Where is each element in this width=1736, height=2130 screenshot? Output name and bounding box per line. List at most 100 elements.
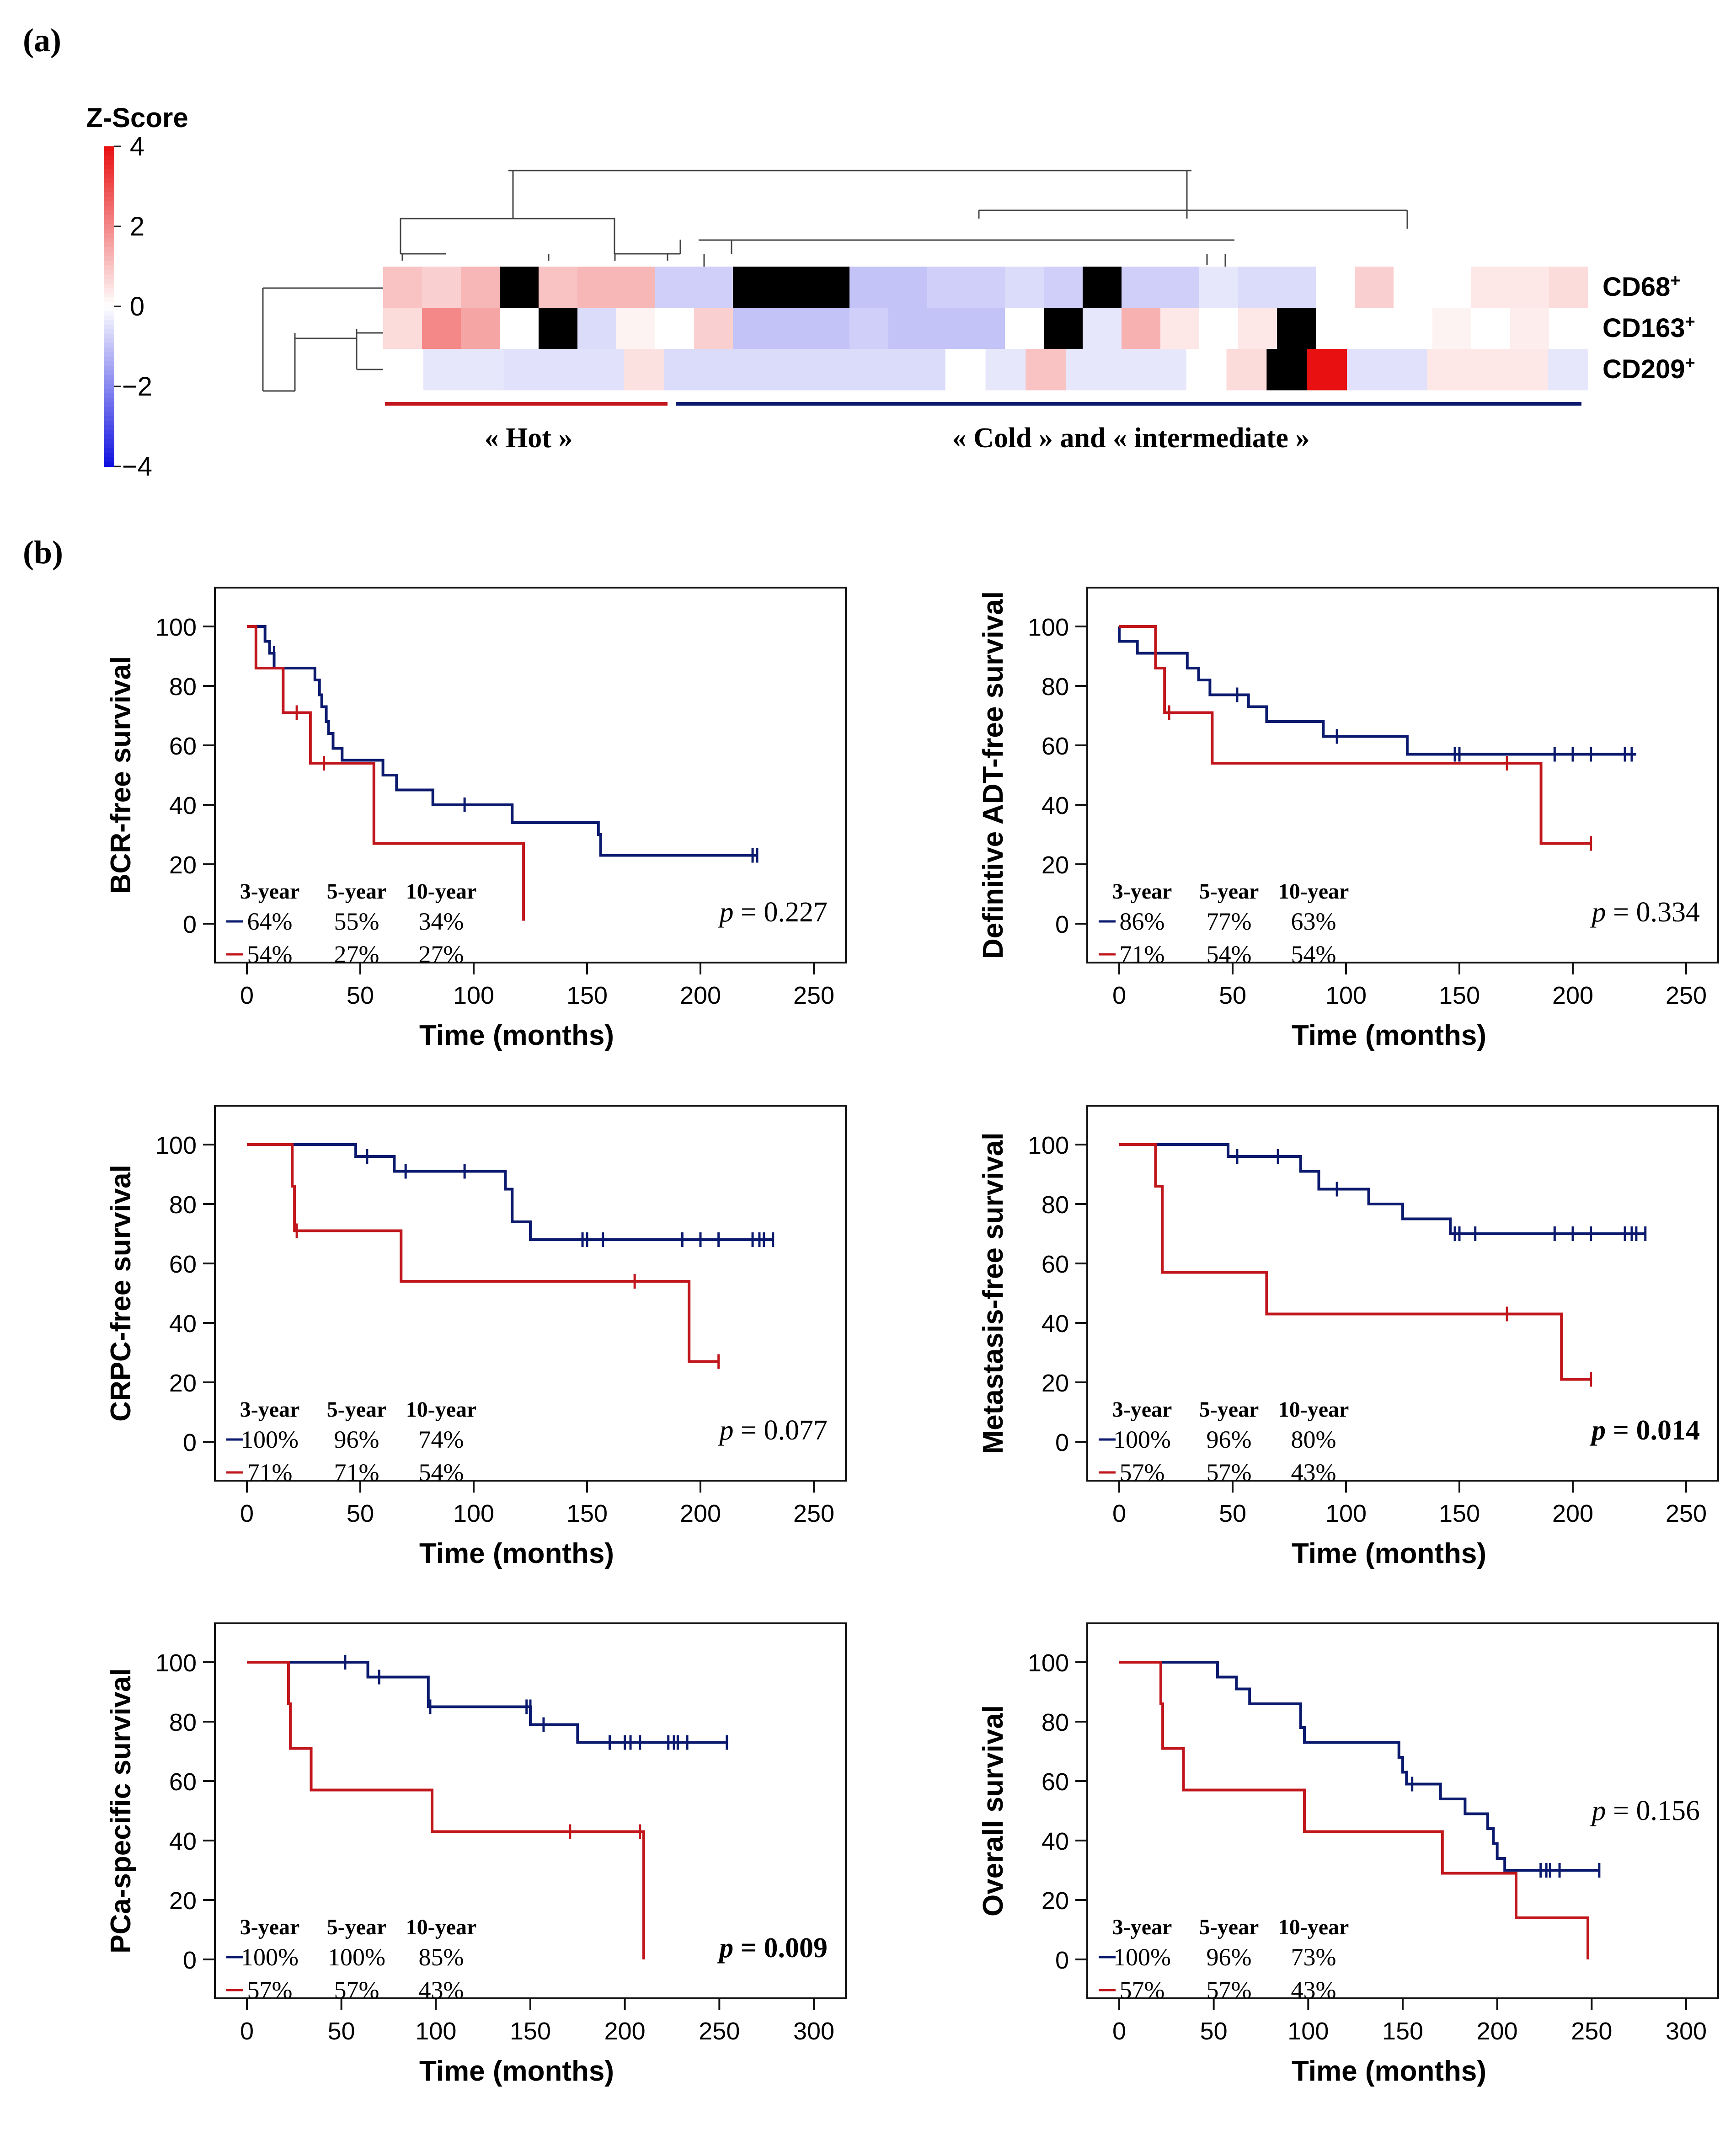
km-series-line xyxy=(247,1143,773,1241)
x-tick-label: 150 xyxy=(1439,1500,1480,1527)
table-header: 5-year xyxy=(327,879,387,904)
y-tick-label: 60 xyxy=(1042,1768,1069,1796)
heatmap-cell xyxy=(785,349,825,391)
colorbar-segment xyxy=(104,192,114,197)
x-tick-label: 150 xyxy=(510,2018,551,2045)
heatmap-cell xyxy=(772,267,811,308)
colorbar-segment xyxy=(104,242,114,247)
y-axis-label: Metastasis-free survival xyxy=(978,1132,1009,1454)
heatmap-cell xyxy=(1307,349,1347,391)
y-tick-label: 80 xyxy=(1042,673,1069,701)
heatmap-cell xyxy=(584,349,625,391)
heatmap-cell xyxy=(733,308,772,349)
heatmap-cell xyxy=(1199,267,1239,308)
x-tick-label: 0 xyxy=(240,982,254,1009)
table-header: 10-year xyxy=(406,1397,477,1422)
heatmap-cell xyxy=(1122,308,1161,349)
heatmap-cell xyxy=(1510,267,1549,308)
table-header: 5-year xyxy=(327,1915,387,1939)
colorbar-segment xyxy=(104,412,114,417)
y-tick-label: 60 xyxy=(1042,733,1069,760)
table-cell: 74% xyxy=(419,1426,464,1453)
x-axis-label: Time (months) xyxy=(1292,2055,1486,2087)
heatmap-cell xyxy=(1467,349,1508,391)
colorbar-title: Z-Score xyxy=(86,102,188,133)
heatmap-cell xyxy=(1507,349,1548,391)
km-plot: 0 20 40 60 80 100 0 50 100 150 200 250 Time (months)… xyxy=(978,587,1719,1051)
heatmap-cell xyxy=(1355,267,1394,308)
colorbar-segment xyxy=(104,169,114,174)
heatmap-cell xyxy=(655,267,694,308)
colorbar-segment xyxy=(104,174,114,179)
table-cell: 96% xyxy=(1207,1943,1252,1971)
heatmap-cell xyxy=(1316,267,1355,308)
heatmap-cell xyxy=(1549,267,1588,308)
heatmap-cell xyxy=(1549,308,1588,349)
table-cell: 63% xyxy=(1291,908,1336,935)
table-cell: 54% xyxy=(419,1459,464,1486)
x-tick-label: 0 xyxy=(1112,1500,1126,1527)
colorbar-segment xyxy=(104,247,114,252)
heatmap-cell xyxy=(1471,308,1511,349)
heatmap-cells xyxy=(383,267,1588,391)
heatmap-cell xyxy=(1548,349,1588,391)
y-axis-label: BCR-free survival xyxy=(105,656,137,894)
heatmap-cell xyxy=(463,349,504,391)
table-cell: 43% xyxy=(419,1976,464,2004)
colorbar-segment xyxy=(104,434,114,439)
table-header: 5-year xyxy=(327,1397,387,1422)
x-tick-label: 200 xyxy=(680,982,721,1009)
km-series-line xyxy=(1119,1143,1591,1381)
y-tick-label: 0 xyxy=(183,1947,197,1974)
colorbar-segment xyxy=(104,256,114,261)
colorbar-segment xyxy=(104,329,114,334)
colorbar-segment xyxy=(104,210,114,215)
km-plot: 0 20 40 60 80 100 0 50 100 150 200 250 Time (months)… xyxy=(978,1105,1719,1569)
heatmap-cell xyxy=(383,349,424,391)
colorbar-segment xyxy=(104,361,114,366)
plot-frame xyxy=(214,1105,847,1482)
heatmap-cell xyxy=(1083,267,1122,308)
y-tick-label: 80 xyxy=(169,673,197,701)
km-series-line xyxy=(247,625,757,857)
heatmap-cell xyxy=(888,267,928,308)
x-axis-label: Time (months) xyxy=(1292,1020,1486,1051)
colorbar-segment xyxy=(104,457,114,462)
colorbar-segment xyxy=(104,398,114,403)
x-tick-label: 150 xyxy=(566,982,608,1009)
heatmap-cell xyxy=(1471,267,1511,308)
heatmap-cell xyxy=(383,308,422,349)
colorbar-segment xyxy=(104,311,114,316)
heatmap-cell xyxy=(1238,267,1277,308)
y-tick-label: 20 xyxy=(169,1887,197,1915)
colorbar-tick-label: 2 xyxy=(130,212,144,241)
p-value: p = 0.156 xyxy=(1590,1795,1700,1826)
colorbar-segment xyxy=(104,274,114,279)
colorbar-segment xyxy=(104,183,114,188)
y-tick-label: 100 xyxy=(1028,614,1069,641)
heatmap-panel: (a) Z-Score 4 2 0 −2 −4 CD68+ CD163+ CD209+ « … xyxy=(23,22,1695,482)
colorbar-segment xyxy=(104,453,114,458)
heatmap-cell xyxy=(1122,267,1161,308)
x-tick-label: 100 xyxy=(453,1500,494,1527)
table-cell: 96% xyxy=(334,1426,379,1453)
x-tick-label: 50 xyxy=(1219,1500,1246,1527)
heatmap-cell xyxy=(1394,308,1433,349)
y-axis-label: Definitive ADT-free survival xyxy=(978,591,1009,959)
heatmap-cell xyxy=(1394,267,1433,308)
heatmap-cell xyxy=(1347,349,1388,391)
heatmap-cell xyxy=(1106,349,1147,391)
table-cell: 64% xyxy=(247,908,293,935)
plot-frame xyxy=(1086,1105,1719,1482)
x-tick-label: 50 xyxy=(347,1500,374,1527)
y-tick-label: 60 xyxy=(169,733,197,760)
heatmap-cell xyxy=(461,308,500,349)
table-header: 10-year xyxy=(406,1915,477,1939)
heatmap-cell xyxy=(1044,267,1083,308)
heatmap-cell xyxy=(744,349,785,391)
table-cell: 100% xyxy=(241,1426,299,1453)
km-series-line xyxy=(1119,1661,1599,1872)
heatmap-cell xyxy=(539,267,578,308)
heatmap-cell xyxy=(1355,308,1394,349)
colorbar-segment xyxy=(104,402,114,407)
